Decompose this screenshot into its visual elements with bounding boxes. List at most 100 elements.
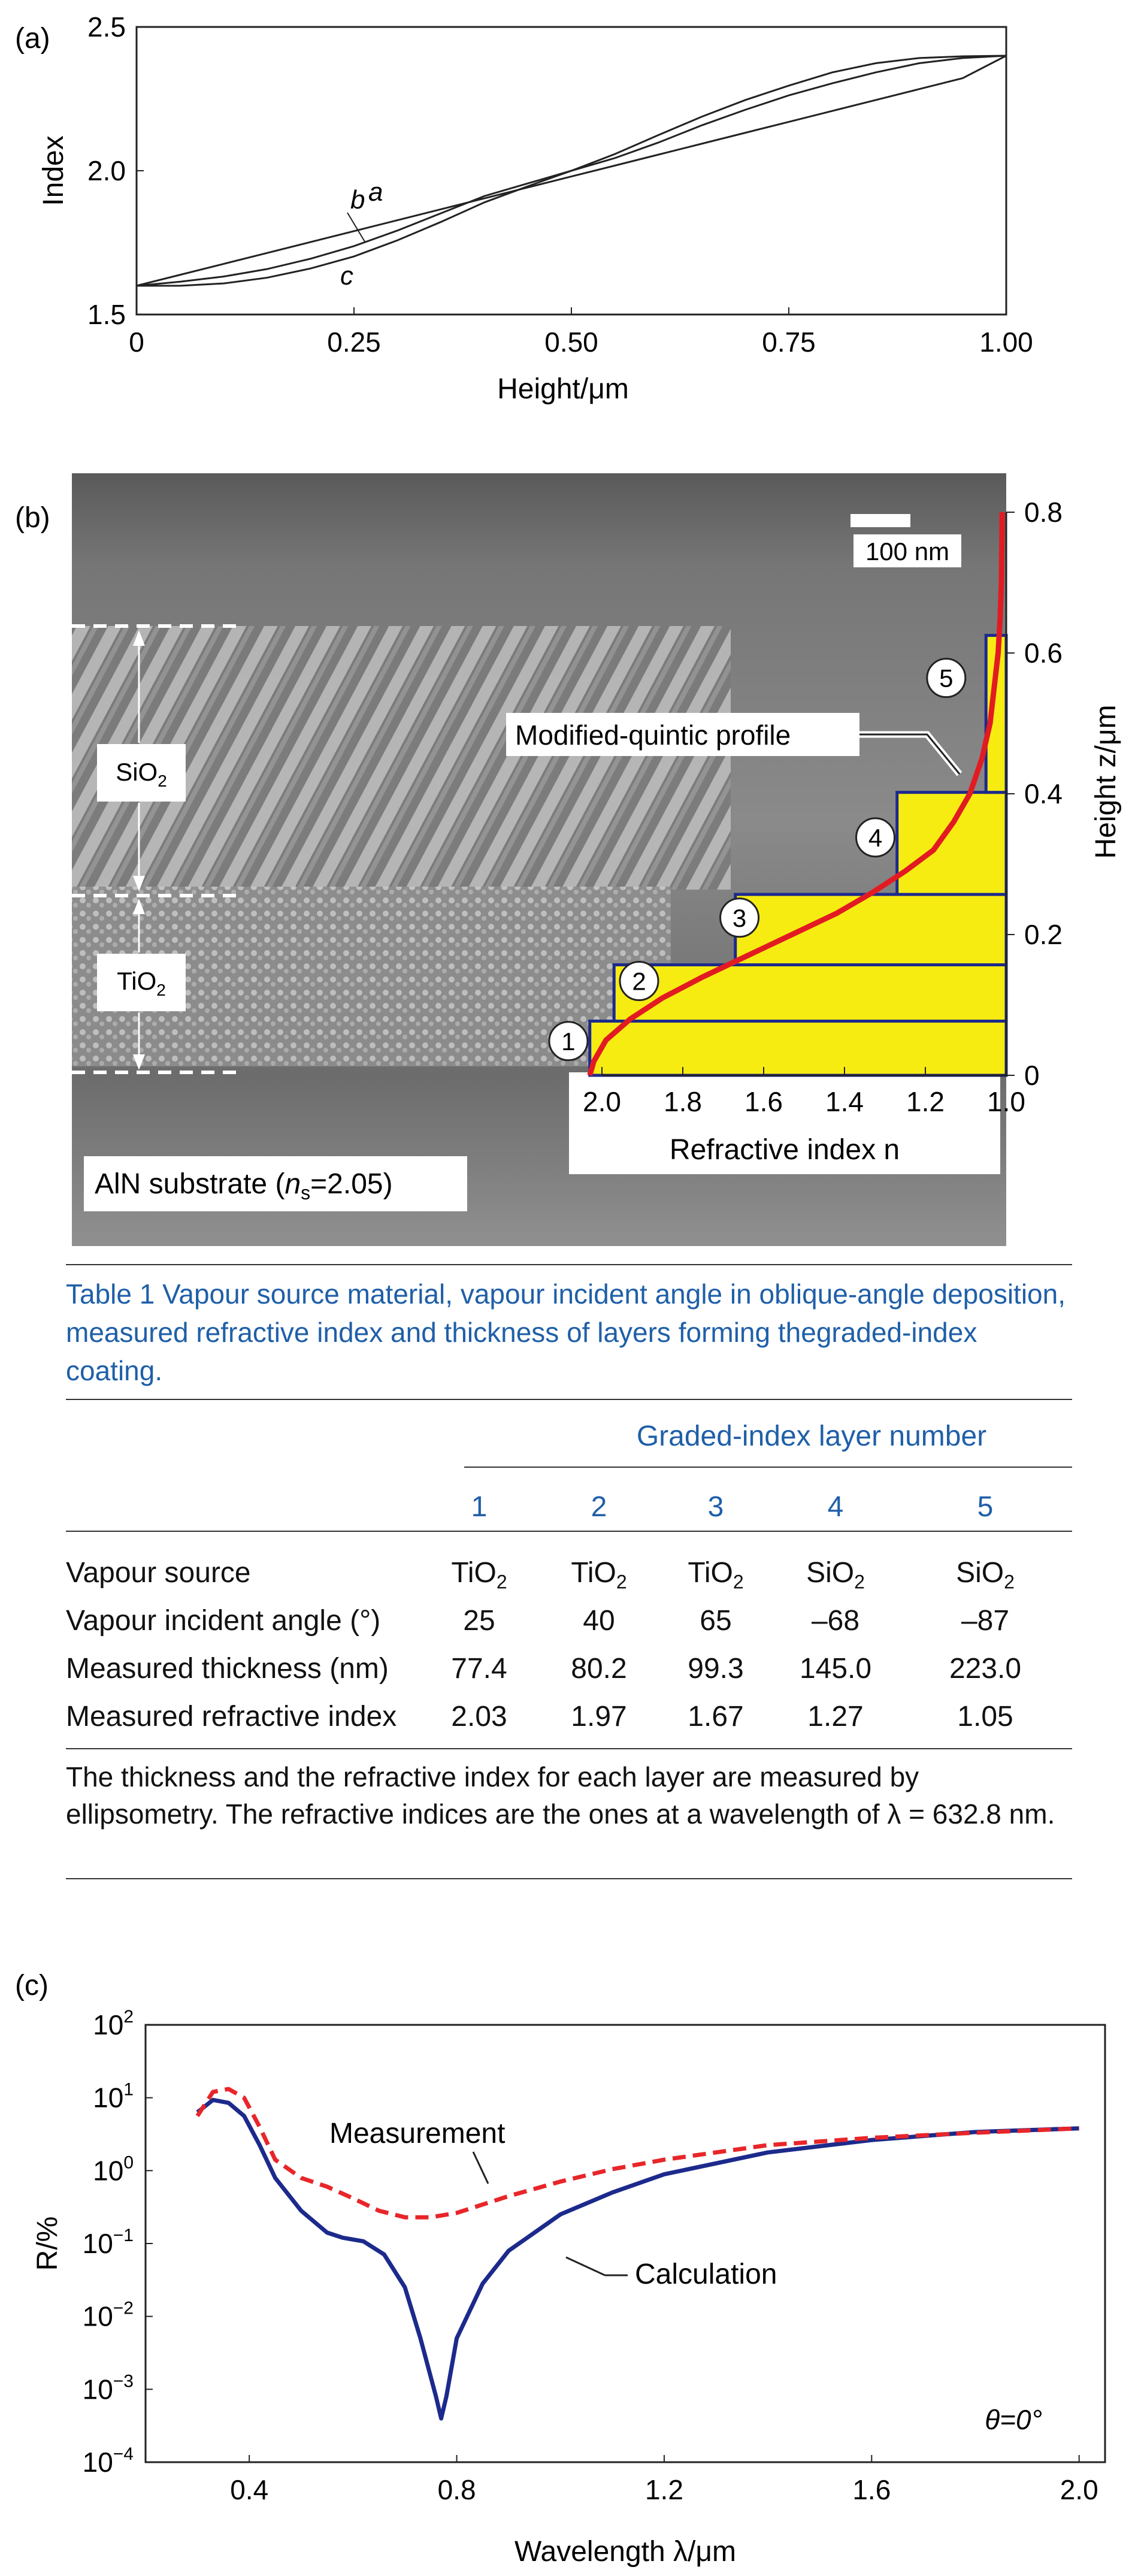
scale-bar-label: 100 nm: [865, 537, 949, 566]
panel-b-xlabel: Refractive index n: [670, 1134, 900, 1166]
inset-yaxis-box: [1006, 473, 1132, 1084]
inset-x-tick-label: 1.8: [664, 1086, 702, 1117]
inset-y-tick-label: 0.6: [1024, 637, 1063, 669]
x-tick-label: 1.00: [979, 326, 1033, 358]
table-cell: –68: [811, 1605, 860, 1637]
inset-x-tick-label: 1.2: [906, 1086, 945, 1117]
table-row-label: Measured refractive index: [66, 1701, 397, 1733]
table-cell: 99.3: [688, 1653, 744, 1685]
y-tick-label: 2.5: [87, 11, 126, 43]
panel-b-ylabel: Height z/μm: [1090, 705, 1122, 858]
layer-bar-1: [588, 1020, 1008, 1077]
tio2-label-box: [97, 954, 186, 1011]
x-tick-label: 0.8: [438, 2474, 476, 2505]
substrate-label-box: [84, 1156, 467, 1211]
panel-a-chart: (a) 0 0.25 0.50 0.75 1.00 1.5 2.0 2.5 b a c Hei…: [15, 11, 1033, 405]
table-group-header: Graded-index layer number: [636, 1420, 987, 1452]
layer-circle-label-4: 4: [868, 824, 882, 852]
table-cell: 2.03: [451, 1701, 507, 1733]
y-tick-label: 10−4: [83, 2444, 134, 2478]
y-tick-label: 1.5: [87, 299, 126, 330]
inset-xaxis-box: [569, 1072, 1000, 1174]
table-cell: 1.27: [807, 1701, 864, 1733]
table-cell: 223.0: [949, 1653, 1022, 1685]
x-tick-label: 2.0: [1060, 2474, 1098, 2505]
table-rule-bottom: [66, 1878, 1072, 1879]
legend-calculation: Calculation: [635, 2258, 777, 2290]
inset-y-tick-label: 0.8: [1024, 497, 1063, 528]
substrate-label: AlN substrate (ns=2.05): [95, 1168, 393, 1204]
table-row-label: Measured thickness (nm): [66, 1653, 389, 1685]
layer-circle-3: [719, 897, 760, 938]
inset-x-tick-label: 1.6: [744, 1086, 783, 1117]
table-group-rule: [464, 1467, 1072, 1468]
table-col-header-2: 2: [591, 1491, 607, 1523]
series-line-c: [137, 55, 1007, 287]
table-cell: 145.0: [799, 1653, 872, 1685]
table-cell: 40: [583, 1605, 615, 1637]
layer-circle-1: [548, 1021, 589, 1062]
label-b-pointer: [347, 212, 366, 243]
table-cell: 80.2: [571, 1653, 627, 1685]
table-col-header-1: 1: [471, 1491, 488, 1523]
inset-x-tick-label: 2.0: [583, 1086, 621, 1117]
legend-measurement: Measurement: [329, 2118, 505, 2149]
profile-label: Modified-quintic profile: [515, 719, 791, 751]
series-line-measurement: [195, 2087, 1079, 2220]
inset-y-tick-label: 0.2: [1024, 919, 1063, 950]
layer-circle-2: [619, 961, 659, 1002]
layer-circle-label-1: 1: [561, 1027, 575, 1056]
table-col-header-4: 4: [827, 1491, 844, 1523]
layer-bar-2: [612, 963, 1008, 1023]
table-cell: 1.97: [571, 1701, 627, 1733]
table-1: Table 1 Vapour source material, vapour i…: [66, 1264, 1072, 1911]
arrowhead: [133, 876, 145, 891]
y-tick-label: 102: [93, 2007, 134, 2040]
tio2-label: TiO2: [117, 967, 166, 999]
x-tick-label: 0.50: [544, 326, 598, 358]
layer-circle-4: [855, 817, 896, 858]
panel-a-ylabel: Index: [38, 135, 69, 205]
panel-a-xlabel: Height/μm: [497, 373, 629, 405]
table-footnote: The thickness and the refractive index f…: [66, 1761, 1055, 1830]
sio2-label: SiO2: [116, 758, 167, 790]
table-cell: –87: [961, 1605, 1010, 1637]
layer-bar-4: [895, 791, 1008, 896]
table-cell: TiO2: [688, 1557, 744, 1593]
table-rule-body: [66, 1748, 1072, 1749]
y-tick-label: 10−3: [83, 2371, 134, 2405]
scale-bar-box: [853, 534, 961, 567]
table-cell: SiO2: [956, 1557, 1015, 1593]
curve-label-b: b: [350, 185, 365, 214]
panel-a-label: (a): [15, 23, 50, 55]
x-tick-label: 1.2: [645, 2474, 683, 2505]
table-col-header-5: 5: [977, 1491, 994, 1523]
y-tick-label: 10−1: [83, 2226, 134, 2259]
layer-bar-3: [734, 893, 1008, 967]
x-tick-label: 0.25: [327, 326, 381, 358]
table-cell: TiO2: [571, 1557, 627, 1593]
y-tick-label: 101: [93, 2080, 134, 2114]
series-line-calculation: [196, 2097, 1079, 2421]
table-cell: 1.05: [957, 1701, 1013, 1733]
panel-b-figure: (b) 100 nm SiO2 TiO2 AlN substrate (ns=2…: [15, 473, 1132, 1246]
inset-x-tick-label: 1.0: [987, 1086, 1025, 1117]
table-cell: 77.4: [451, 1653, 507, 1685]
angle-note: θ=0°: [985, 2404, 1042, 2435]
layer-circle-label-2: 2: [632, 967, 646, 996]
profile-pointer: [859, 733, 961, 775]
profile-label-box: [506, 713, 859, 756]
table-cell: 65: [700, 1605, 732, 1637]
table-row-label: Vapour incident angle (°): [66, 1605, 381, 1637]
table-rule-caption: [66, 1399, 1072, 1400]
scale-bar: [850, 514, 910, 527]
table-caption: Table 1 Vapour source material, vapour i…: [66, 1278, 1066, 1386]
panel-c-chart: (c) 0.4 0.8 1.2 1.6 2.0 102 101 100 10−1 10−2 10−3…: [15, 1970, 1106, 2568]
inset-y-tick-label: 0.4: [1024, 778, 1063, 809]
arrowhead: [133, 899, 145, 914]
sio2-label-box: [97, 744, 186, 802]
y-tick-label: 2.0: [87, 155, 126, 186]
series-line-a: [136, 55, 1007, 287]
layer-circle-label-3: 3: [733, 904, 746, 932]
layer-circle-label-5: 5: [939, 664, 953, 693]
